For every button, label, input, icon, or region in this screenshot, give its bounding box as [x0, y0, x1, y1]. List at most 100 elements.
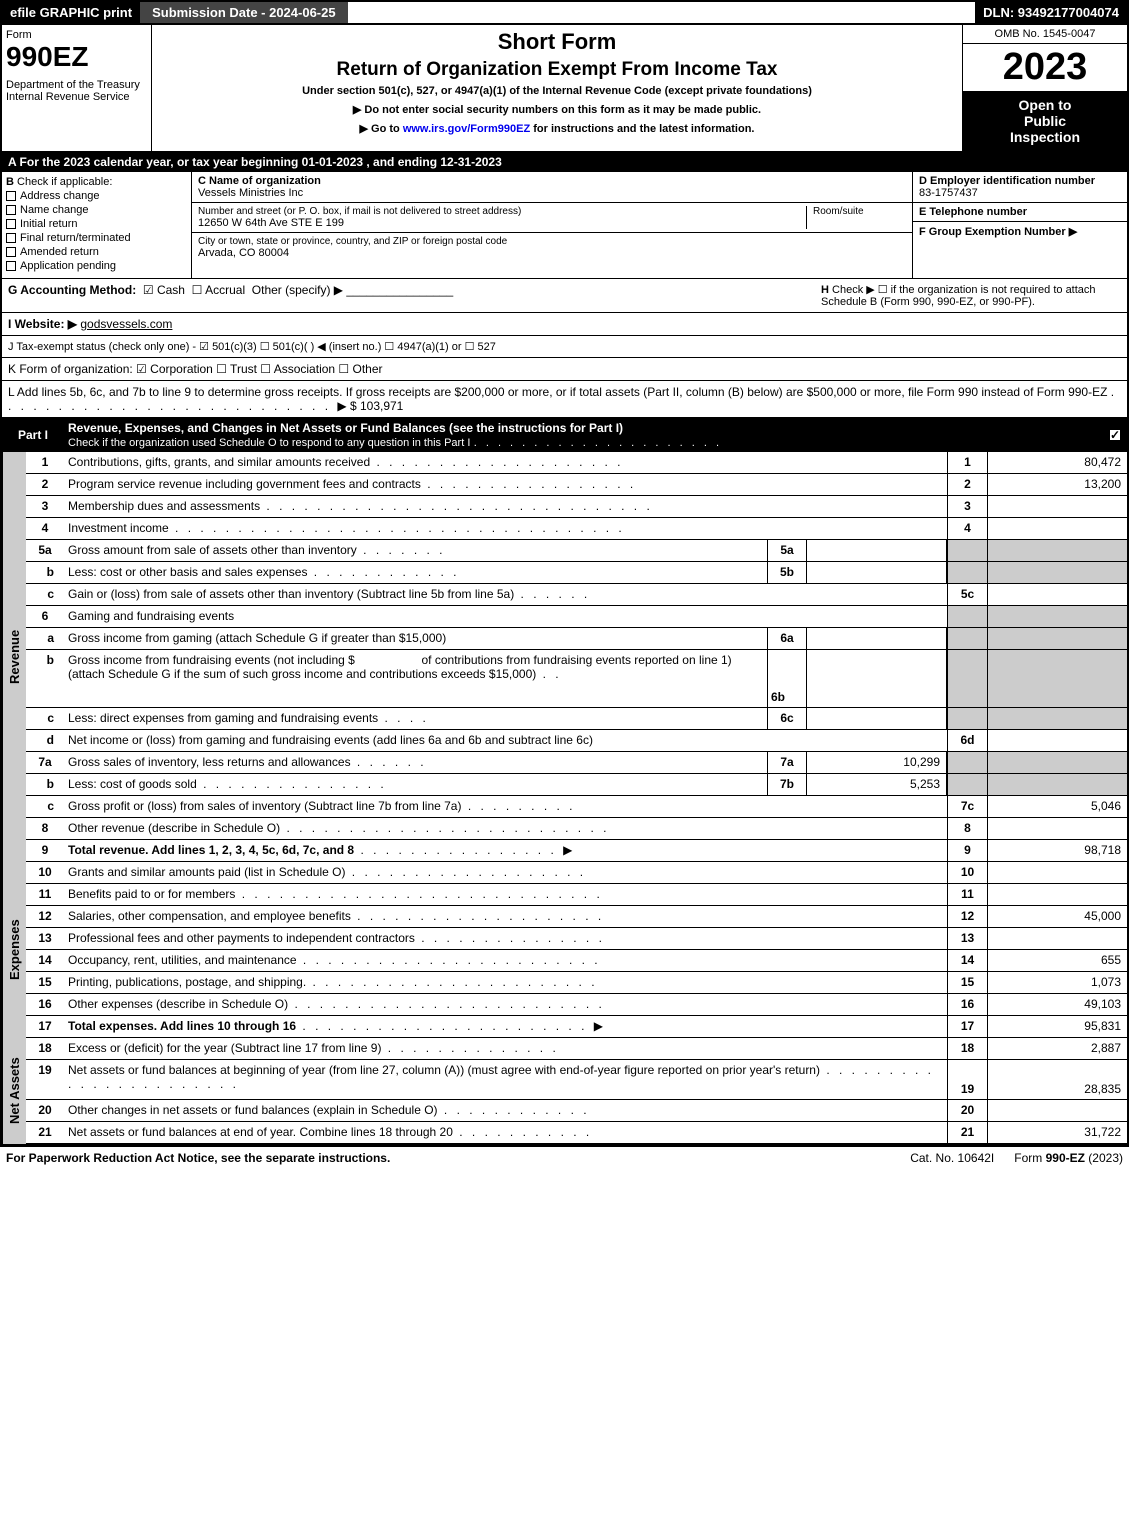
b-label: B: [6, 176, 14, 188]
l7a-midval: 10,299: [807, 752, 947, 773]
footer-mid: Cat. No. 10642I: [910, 1151, 994, 1165]
netassets-vert-label: Net Assets: [2, 1038, 26, 1144]
l4-num: 4: [26, 518, 64, 539]
open-line2: Public: [969, 113, 1121, 129]
f-group-label: F Group Exemption Number ▶: [919, 225, 1121, 238]
l6c-val-shaded: [987, 708, 1127, 729]
form-header: Form 990EZ Department of the Treasury In…: [2, 25, 1127, 152]
h-label: H: [821, 284, 829, 296]
l18-val: 2,887: [987, 1038, 1127, 1059]
cb-final-label: Final return/terminated: [20, 232, 131, 244]
l5b-num: b: [26, 562, 64, 583]
l15-num: 15: [26, 972, 64, 993]
l1-desc: Contributions, gifts, grants, and simila…: [68, 455, 370, 469]
l15-ref: 15: [947, 972, 987, 993]
checkbox-amended[interactable]: [6, 247, 16, 257]
l7b-ref-shaded: [947, 774, 987, 795]
l8-num: 8: [26, 818, 64, 839]
c-city-label: City or town, state or province, country…: [198, 236, 906, 247]
l21-num: 21: [26, 1122, 64, 1143]
l7b-val-shaded: [987, 774, 1127, 795]
checkbox-initial[interactable]: [6, 219, 16, 229]
l7a-ref-shaded: [947, 752, 987, 773]
l18-num: 18: [26, 1038, 64, 1059]
i-label: I Website: ▶: [8, 317, 77, 331]
l6b-mid: 6b: [767, 650, 807, 707]
l19-ref: 19: [947, 1060, 987, 1099]
l21-desc: Net assets or fund balances at end of ye…: [68, 1125, 453, 1139]
l21-ref: 21: [947, 1122, 987, 1143]
l1-num: 1: [26, 452, 64, 473]
checkbox-pending[interactable]: [6, 261, 16, 271]
l5c-desc: Gain or (loss) from sale of assets other…: [68, 587, 514, 601]
l14-val: 655: [987, 950, 1127, 971]
l11-desc: Benefits paid to or for members: [68, 887, 235, 901]
section-j: J Tax-exempt status (check only one) - ☑…: [2, 336, 1127, 358]
l5a-mid: 5a: [767, 540, 807, 561]
footer-right: Form 990-EZ (2023): [1014, 1151, 1123, 1165]
dept-label: Department of the Treasury Internal Reve…: [6, 79, 147, 103]
l6c-ref-shaded: [947, 708, 987, 729]
l16-val: 49,103: [987, 994, 1127, 1015]
l9-desc: Total revenue. Add lines 1, 2, 3, 4, 5c,…: [68, 843, 354, 857]
l4-ref: 4: [947, 518, 987, 539]
l1-val: 80,472: [987, 452, 1127, 473]
checkbox-address[interactable]: [6, 191, 16, 201]
part1-title: Revenue, Expenses, and Changes in Net As…: [68, 421, 623, 435]
form-container: efile GRAPHIC print Submission Date - 20…: [0, 0, 1129, 1146]
checkbox-final[interactable]: [6, 233, 16, 243]
l6c-num: c: [26, 708, 64, 729]
l8-val: [987, 818, 1127, 839]
form-label: Form: [6, 29, 147, 41]
l7b-desc: Less: cost of goods sold: [68, 777, 197, 791]
l2-num: 2: [26, 474, 64, 495]
l7a-mid: 7a: [767, 752, 807, 773]
l6d-desc: Net income or (loss) from gaming and fun…: [64, 730, 947, 751]
l8-desc: Other revenue (describe in Schedule O): [68, 821, 280, 835]
org-address: 12650 W 64th Ave STE E 199: [198, 217, 806, 229]
l10-desc: Grants and similar amounts paid (list in…: [68, 865, 345, 879]
c-name-label: C Name of organization: [198, 175, 906, 187]
l10-num: 10: [26, 862, 64, 883]
l5b-midval: [807, 562, 947, 583]
part1-label: Part I: [8, 426, 58, 444]
l11-num: 11: [26, 884, 64, 905]
l6c-mid: 6c: [767, 708, 807, 729]
l6d-num: d: [26, 730, 64, 751]
l7a-num: 7a: [26, 752, 64, 773]
l6b-ref-shaded: [947, 650, 987, 707]
section-k: K Form of organization: ☑ Corporation ☐ …: [2, 358, 1127, 381]
l6a-mid: 6a: [767, 628, 807, 649]
checkbox-name[interactable]: [6, 205, 16, 215]
l20-num: 20: [26, 1100, 64, 1121]
cb-pending-label: Application pending: [20, 260, 116, 272]
d-ein-label: D Employer identification number: [919, 175, 1121, 187]
website-value: godsvessels.com: [80, 317, 172, 331]
part1-sub: Check if the organization used Schedule …: [68, 437, 470, 449]
l13-ref: 13: [947, 928, 987, 949]
open-line3: Inspection: [969, 129, 1121, 145]
l7b-num: b: [26, 774, 64, 795]
expenses-vert-label: Expenses: [2, 862, 26, 1038]
l9-ref: 9: [947, 840, 987, 861]
l6a-val-shaded: [987, 628, 1127, 649]
part1-checkbox[interactable]: ✓: [1109, 429, 1121, 441]
section-c: C Name of organization Vessels Ministrie…: [192, 172, 912, 278]
l4-desc: Investment income: [68, 521, 169, 535]
l13-num: 13: [26, 928, 64, 949]
room-label: Room/suite: [813, 206, 906, 217]
l16-ref: 16: [947, 994, 987, 1015]
l16-num: 16: [26, 994, 64, 1015]
section-h: H Check ▶ ☐ if the organization is not r…: [821, 283, 1121, 308]
cb-amended-label: Amended return: [20, 246, 99, 258]
l1-ref: 1: [947, 452, 987, 473]
revenue-section: Revenue 1Contributions, gifts, grants, a…: [2, 452, 1127, 862]
l10-ref: 10: [947, 862, 987, 883]
irs-link[interactable]: www.irs.gov/Form990EZ: [403, 123, 530, 135]
g-cash: Cash: [157, 283, 185, 297]
l20-ref: 20: [947, 1100, 987, 1121]
l19-desc: Net assets or fund balances at beginning…: [68, 1063, 820, 1077]
l6b-val-shaded: [987, 650, 1127, 707]
cb-address-label: Address change: [20, 190, 100, 202]
l4-val: [987, 518, 1127, 539]
